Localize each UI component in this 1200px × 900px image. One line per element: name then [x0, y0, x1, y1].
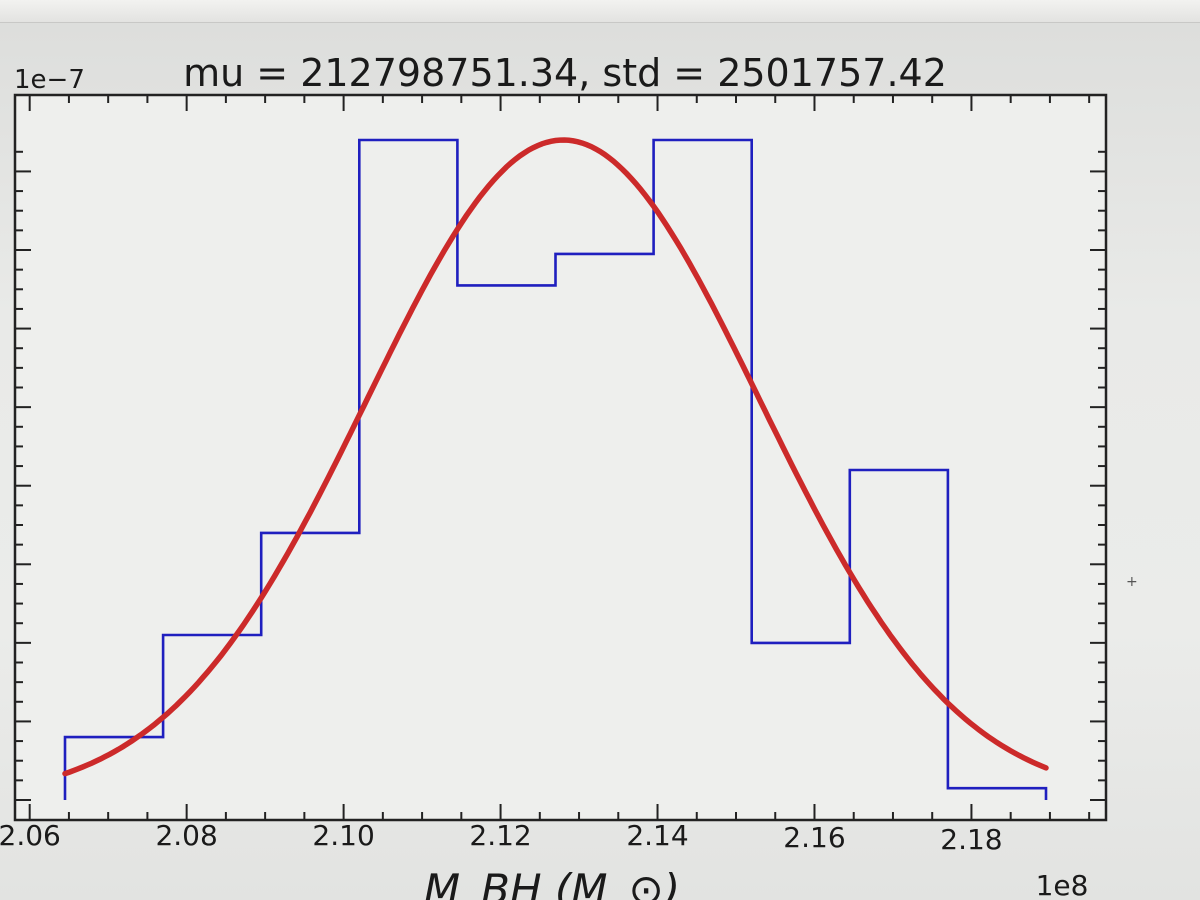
chart-title: mu = 212798751.34, std = 2501757.42 [183, 51, 947, 95]
x-tick-label: 2.08 [155, 819, 217, 852]
monitor-bezel [0, 0, 1200, 23]
x-offset-label: 1e8 [1036, 869, 1089, 900]
x-tick-label: 2.06 [0, 819, 61, 852]
x-axis-label: M_BH (M_⊙) [424, 865, 680, 900]
histogram-bin [752, 643, 850, 800]
histogram-bin [948, 788, 1046, 800]
x-tick-label: 2.18 [940, 823, 1002, 856]
x-tick-label: 2.14 [626, 819, 688, 852]
plot-area [15, 95, 1106, 820]
histogram-bin [457, 285, 555, 800]
mouse-cursor-icon: + [1126, 574, 1138, 590]
y-offset-label: 1e−7 [14, 65, 85, 95]
plot-frame [13, 93, 1108, 822]
histogram-outline [63, 138, 1048, 800]
normal-fit-curve [62, 137, 1049, 777]
histogram-bin [850, 470, 948, 800]
histogram-bin [359, 140, 457, 800]
histogram-bin [654, 140, 752, 800]
histogram-bin [163, 635, 261, 800]
histogram-bin [556, 254, 654, 800]
x-tick-label: 2.12 [469, 819, 531, 852]
x-tick-label: 2.10 [312, 819, 374, 852]
x-tick-label: 2.16 [783, 821, 845, 854]
